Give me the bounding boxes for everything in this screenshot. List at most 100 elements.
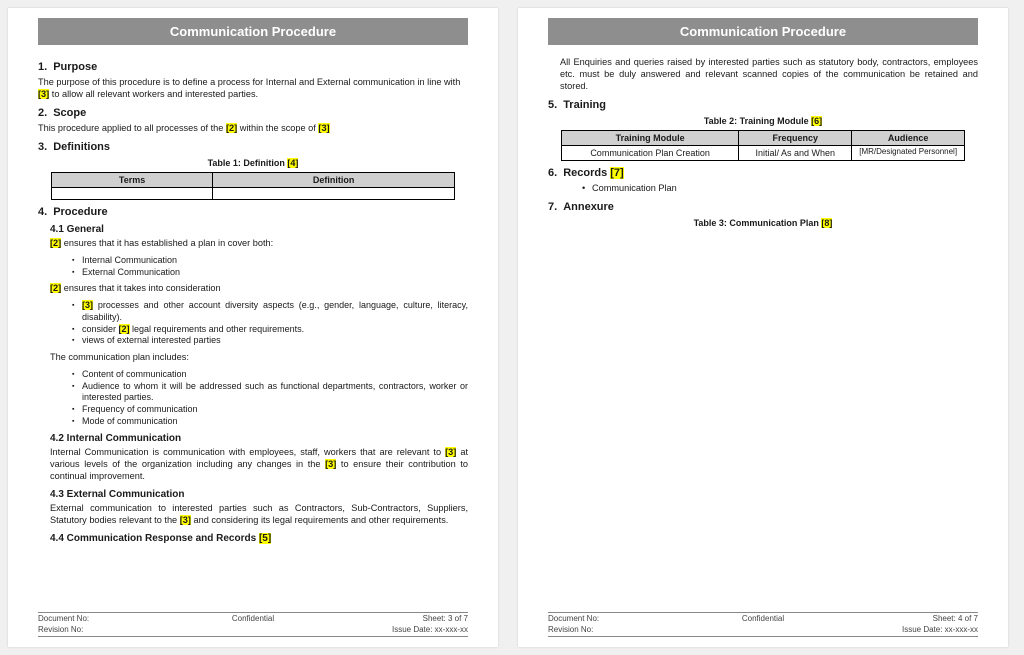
cell (213, 187, 455, 199)
section-annexure-heading: 7. Annexure (548, 201, 978, 213)
sec-title: Records (563, 167, 610, 179)
table1-caption: Table 1: Definition [4] (38, 158, 468, 168)
list-item: [3] processes and other account diversit… (72, 300, 468, 323)
page-footer: Document No: Confidential Sheet: 3 of 7 … (38, 612, 468, 637)
external-text: External communication to interested par… (50, 503, 468, 527)
section-records-heading: 6. Records [7] (548, 167, 978, 179)
table-header-row: Training Module Frequency Audience (561, 130, 964, 145)
sec-title: Training (563, 99, 606, 111)
footer-doc: Document No: (548, 614, 668, 624)
sec-num: 7. (548, 201, 557, 213)
ref-8: [8] (821, 218, 832, 228)
general-list2: [3] processes and other account diversit… (72, 300, 468, 347)
section-training-heading: 5. Training (548, 99, 978, 111)
page-content: All Enquiries and queries raised by inte… (548, 55, 978, 612)
page-banner: Communication Procedure (38, 18, 468, 45)
sec-num: 5. (548, 99, 557, 111)
table-header-row: Terms Definition (51, 172, 454, 187)
sec-title: Scope (53, 107, 86, 119)
definitions-table: Terms Definition (51, 172, 455, 200)
section-definitions-heading: 3.Definitions (38, 141, 468, 153)
text: Internal Communication is communication … (50, 447, 445, 457)
th-module: Training Module (561, 130, 738, 145)
text: ensures that it has established a plan i… (61, 238, 273, 248)
general-list1: Internal Communication External Communic… (72, 255, 468, 278)
footer-rev: Revision No: (38, 625, 158, 635)
cell: Communication Plan Creation (561, 145, 738, 160)
sub-external: 4.3 External Communication (50, 489, 468, 500)
list-item: consider [2] legal requirements and othe… (72, 324, 468, 336)
ref-2: [2] (50, 283, 61, 293)
caption-text: Table 2: Training Module (704, 116, 811, 126)
plan-intro: The communication plan includes: (50, 352, 468, 364)
sub-internal: 4.2 Internal Communication (50, 433, 468, 444)
ref-4: [4] (287, 158, 298, 168)
response-cont-text: All Enquiries and queries raised by inte… (560, 57, 978, 93)
text: and considering its legal requirements a… (191, 515, 448, 525)
footer-conf: Confidential (158, 614, 348, 624)
sec-num: 4. (38, 206, 47, 218)
internal-text: Internal Communication is communication … (50, 447, 468, 483)
ref-3: [3] (38, 89, 49, 99)
ref-3: [3] (318, 123, 329, 133)
sub-general: 4.1 General (50, 224, 468, 235)
footer-spacer (158, 625, 348, 635)
text: within the scope of (237, 123, 318, 133)
general-line1: [2] ensures that it has established a pl… (50, 238, 468, 250)
ref-2: [2] (50, 238, 61, 248)
ref-3: [3] (82, 300, 93, 310)
th-terms: Terms (51, 172, 212, 187)
sec-num: 2. (38, 107, 47, 119)
text: processes and other account diversity as… (82, 300, 468, 322)
cell (51, 187, 212, 199)
footer-issue: Issue Date: xx-xxx-xx (348, 625, 468, 635)
list-item: Internal Communication (72, 255, 468, 267)
cell: Initial/ As and When (739, 145, 852, 160)
list-item: Mode of communication (72, 416, 468, 428)
text: to allow all relevant workers and intere… (49, 89, 258, 99)
page-3: Communication Procedure 1. Purpose The pu… (8, 8, 498, 647)
page-4: Communication Procedure All Enquiries an… (518, 8, 1008, 647)
footer-doc: Document No: (38, 614, 158, 624)
sub-response: 4.4 Communication Response and Records [… (50, 533, 468, 544)
sec-num: 6. (548, 167, 557, 179)
th-frequency: Frequency (739, 130, 852, 145)
scope-text: This procedure applied to all processes … (38, 123, 468, 135)
footer-sheet: Sheet: 4 of 7 (858, 614, 978, 624)
purpose-text: The purpose of this procedure is to defi… (38, 77, 468, 101)
text: This procedure applied to all processes … (38, 123, 226, 133)
table2-caption: Table 2: Training Module [6] (548, 116, 978, 126)
ref-5: [5] (259, 533, 271, 544)
sec-title: Annexure (563, 201, 614, 213)
th-audience: Audience (852, 130, 965, 145)
footer-issue: Issue Date: xx-xxx-xx (858, 625, 978, 635)
text: ensures that it takes into consideration (61, 283, 220, 293)
sec-num: 1. (38, 61, 47, 73)
list-item: Audience to whom it will be addressed su… (72, 381, 468, 404)
section-purpose-heading: 1. Purpose (38, 61, 468, 73)
table3-caption: Table 3: Communication Plan [8] (548, 218, 978, 228)
list-item: External Communication (72, 267, 468, 279)
records-list: Communication Plan (582, 183, 978, 193)
ref-3: [3] (445, 447, 456, 457)
text: The purpose of this procedure is to defi… (38, 77, 460, 87)
footer-sheet: Sheet: 3 of 7 (348, 614, 468, 624)
list-item: Communication Plan (582, 183, 978, 193)
sec-title: Purpose (53, 61, 97, 73)
footer-conf: Confidential (668, 614, 858, 624)
ref-2: [2] (119, 324, 130, 334)
sec-title: Procedure (53, 206, 107, 218)
list-item: Frequency of communication (72, 404, 468, 416)
text: legal requirements and other requirement… (130, 324, 305, 334)
footer-spacer (668, 625, 858, 635)
ref-6: [6] (811, 116, 822, 126)
text: 4.4 Communication Response and Records (50, 533, 259, 544)
ref-2: [2] (226, 123, 237, 133)
list-item: Content of communication (72, 369, 468, 381)
caption-text: Table 1: Definition (208, 158, 288, 168)
footer-row: Revision No: Issue Date: xx-xxx-xx (38, 625, 468, 635)
table-row (51, 187, 454, 199)
sec-title: Definitions (53, 141, 110, 153)
ref-7: [7] (610, 167, 623, 179)
footer-row: Revision No: Issue Date: xx-xxx-xx (548, 625, 978, 635)
